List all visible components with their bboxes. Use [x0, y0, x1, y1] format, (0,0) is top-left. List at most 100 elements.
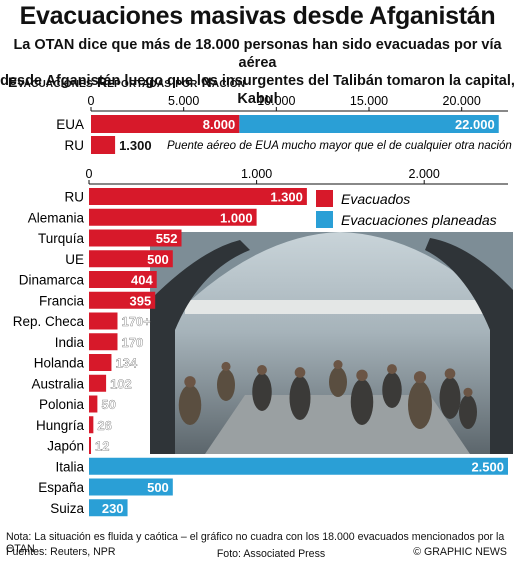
photo-figure	[459, 395, 477, 429]
section-label: Evacuaciones Reportadas por Nación	[8, 74, 246, 90]
bottom-category-label: Hungría	[36, 418, 85, 433]
fuselage-right	[425, 238, 513, 454]
bottom-bar	[89, 374, 107, 392]
bottom-category-label: Holanda	[34, 356, 85, 371]
bottom-tick-label: 2.000	[409, 167, 440, 181]
top-bar-evacuated	[91, 115, 240, 133]
legend-label-planned: Evacuaciones planeadas	[341, 212, 497, 228]
photo-figure	[439, 377, 461, 419]
bottom-bar	[89, 354, 112, 371]
bottom-bar	[89, 291, 156, 309]
photo-figure	[217, 369, 235, 401]
photo-figure-head	[221, 361, 231, 371]
subtitle-line-1: La OTAN dice que más de 18.000 personas …	[13, 37, 502, 71]
bottom-bar	[89, 229, 182, 247]
bottom-value-label: 170	[121, 335, 143, 350]
bottom-value-label: 500	[147, 480, 169, 495]
top-bar-evacuated	[91, 136, 116, 154]
top-tick-label: 0	[88, 94, 95, 108]
bottom-value-label: 1.300	[270, 190, 303, 205]
bottom-bar	[89, 208, 257, 226]
bottom-bar	[89, 499, 128, 517]
bottom-category-label: España	[38, 480, 84, 495]
bottom-category-label: India	[55, 335, 85, 350]
bottom-value-label: 1.000	[220, 210, 253, 225]
bottom-value-label: 552	[156, 231, 178, 246]
bottom-value-label: 12	[95, 439, 109, 454]
photo-figure	[252, 373, 272, 411]
bottom-bar	[89, 416, 94, 434]
bottom-tick-label: 0	[86, 167, 93, 181]
bottom-category-label: UE	[65, 252, 84, 267]
top-value-label-planned: 22.000	[455, 117, 495, 132]
photo-figure	[350, 379, 374, 425]
top-category-label: EUA	[56, 117, 84, 132]
top-bar-planned	[239, 115, 499, 133]
legend-label-evacuated: Evacuados	[341, 191, 410, 207]
bottom-value-label: 230	[102, 501, 124, 516]
footer-note: Nota: La situación es fluida y caótica –…	[6, 531, 505, 555]
bottom-category-label: Dinamarca	[19, 273, 85, 288]
bottom-category-label: Polonia	[39, 397, 85, 412]
bottom-category-label: Italia	[55, 459, 84, 474]
top-value-label: 8.000	[203, 117, 236, 132]
top-value-label: 1.300	[119, 138, 152, 153]
photo-figure-head	[444, 368, 456, 379]
bottom-value-label: 50	[101, 397, 115, 412]
bottom-bar	[89, 271, 157, 288]
bottom-bar	[89, 457, 508, 475]
footer-logo: © GRAPHIC NEWS	[413, 546, 507, 558]
bottom-category-label: RU	[65, 190, 85, 205]
top-chart: 0 5.000 10.000 15.000 20.000 EUA 22.000 8.000 RU…	[56, 94, 512, 154]
photo-figure	[178, 385, 202, 425]
bottom-bar	[89, 250, 173, 268]
cargo-ramp	[205, 395, 470, 454]
photo-figure-head	[184, 376, 196, 388]
subtitle-line-2: desde Afganistán luego que los insurgent…	[0, 73, 515, 107]
bottom-value-label: 170+	[121, 314, 151, 329]
top-tick-label: 10.000	[257, 94, 295, 108]
photo-figure-head	[413, 371, 427, 384]
photo-figure-head	[294, 367, 306, 378]
bottom-value-label: 404	[131, 273, 153, 288]
bottom-value-label: 395	[129, 293, 151, 308]
bottom-bar	[89, 395, 98, 413]
bottom-bar	[89, 478, 173, 496]
bottom-bar	[89, 437, 92, 454]
bottom-value-label: 26	[97, 418, 111, 433]
horizon-band	[185, 300, 510, 314]
footer-photo-credit: Foto: Associated Press	[216, 548, 326, 560]
photo-figure-head	[463, 387, 473, 397]
photo-figure-head	[257, 365, 267, 375]
top-tick-label: 5.000	[168, 94, 199, 108]
bottom-bar	[89, 312, 118, 330]
bottom-value-label: 2.500	[471, 459, 504, 474]
bottom-bar	[89, 188, 307, 205]
bottom-value-label: 134	[115, 356, 137, 371]
photo-figure	[289, 376, 311, 420]
bottom-category-label: Turquía	[38, 231, 85, 246]
fuselage-left	[150, 240, 250, 454]
legend-swatch-planned	[316, 211, 333, 228]
bottom-value-label: 102	[110, 376, 132, 391]
photo-figure-head	[356, 369, 368, 382]
top-tick-label: 15.000	[350, 94, 388, 108]
photo-figure-head	[387, 364, 397, 375]
bottom-tick-label: 1.000	[241, 167, 272, 181]
photo-figure	[382, 372, 402, 408]
top-category-label: RU	[65, 138, 85, 153]
bottom-category-label: Suiza	[50, 501, 84, 516]
bottom-category-label: Japón	[47, 439, 84, 454]
photo-figure	[329, 367, 347, 397]
footer-sources: Fuentes: Reuters, NPR	[6, 546, 116, 558]
legend-swatch-evacuated	[316, 190, 333, 207]
page-title: Evacuaciones masivas desde Afganistán	[19, 2, 496, 30]
bottom-category-label: Rep. Checa	[13, 314, 85, 329]
bottom-category-label: Alemania	[28, 210, 85, 225]
aircraft-photo	[150, 232, 513, 454]
top-tick-label: 20.000	[443, 94, 481, 108]
bottom-category-label: Australia	[31, 376, 84, 391]
bottom-chart: 0 1.000 2.000 RU 1.300 Alemania 1.000 Turquía 55…	[13, 167, 508, 517]
